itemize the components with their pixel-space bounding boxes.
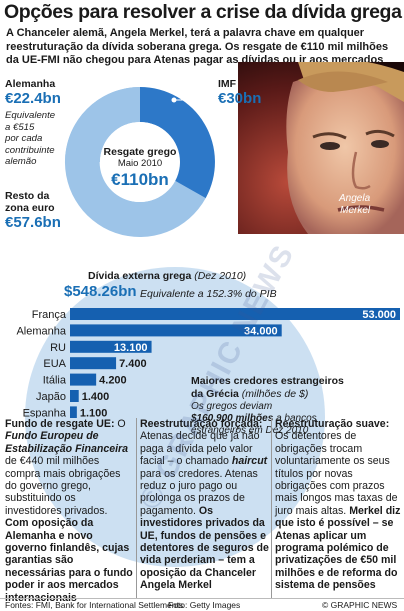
external-debt-equivalent: Equivalente a 152.3% do PIB <box>140 288 277 300</box>
bar-0 <box>70 308 400 320</box>
option-heading: Fundo de resgate UE: <box>5 418 115 430</box>
bar-category-label: EUA <box>43 358 66 370</box>
bar-value-label: 7.400 <box>119 358 147 370</box>
page-title: Opções para resolver a crise da dívida g… <box>4 1 402 23</box>
option-text: Com oposição da Alemanha e novo governo … <box>5 517 133 604</box>
option-text: de €440 mil milhões compra mais obrigaçõ… <box>5 455 121 517</box>
option-text: Atenas decide que já não paga a dívida p… <box>140 430 260 468</box>
bar-6 <box>70 406 77 418</box>
option-heading: Reestruturação suave: <box>275 418 390 430</box>
alemanha-note-line: Equivalente <box>5 110 56 121</box>
creditors-note: Os gregos deviam $160.900 milhões a banc… <box>191 401 317 437</box>
footer <box>0 598 404 611</box>
donut-label-alemanha: Alemanha €22.4bn <box>5 78 61 107</box>
option-text: O <box>114 418 126 430</box>
donut-center: Resgate grego Maio 2010 €110bn <box>100 146 180 190</box>
option-column-efsf: Fundo de resgate UE: O Fundo Europeu de … <box>5 418 133 604</box>
creditors-bar-chart: França 53.000 Alemanha 34.000 RU 13.100 EUA 7.4… <box>16 308 400 418</box>
option-text: Os detentores de obrigações trocam volun… <box>275 430 398 517</box>
column-divider <box>136 418 137 598</box>
alemanha-note: Equivalente a €515 por cada contribuinte… <box>5 110 55 168</box>
bar-4 <box>70 373 97 386</box>
resto-label-line: Resto da <box>5 190 50 202</box>
leader-imf-dot <box>171 97 177 103</box>
creditors-title-line2: da Grécia (milhões de $) <box>191 388 344 401</box>
merkel-photo <box>238 62 404 234</box>
imf-value: €30bn <box>218 90 262 107</box>
bar-value-label: 34.000 <box>244 325 278 337</box>
column-divider <box>271 418 272 598</box>
sources: Fontes: FMI, Bank for International Sett… <box>5 600 184 610</box>
bar-category-label: Itália <box>43 375 67 387</box>
creditors-box-title: Maiores credores estrangeiros da Grécia … <box>191 375 344 400</box>
alemanha-note-line: a €515 <box>5 121 35 133</box>
creditors-title-line: Maiores credores estrangeiros <box>191 375 344 387</box>
alemanha-label: Alemanha <box>5 78 56 90</box>
bar-value-label: 4.200 <box>99 375 127 387</box>
external-debt-title: Dívida externa grega (Dez 2010) <box>88 270 246 282</box>
bar-value-label: 13.100 <box>114 342 148 354</box>
bar-category-label: França <box>32 309 67 321</box>
imf-label: IMF <box>218 78 237 90</box>
creditors-note-line3: estrangeiros em Dez 2010 <box>191 425 309 436</box>
alemanha-note-line: por cada <box>5 133 43 145</box>
donut-hole <box>100 122 180 202</box>
resto-label-line: zona euro <box>5 202 55 214</box>
external-debt-label: Dívida externa grega <box>88 270 192 282</box>
option-text: Fundo Europeu de Estabilização Financeir… <box>5 430 129 455</box>
donut-center-total: €110bn <box>111 170 169 189</box>
bar-5 <box>70 390 79 402</box>
photo-caption-line: Merkel <box>340 204 371 216</box>
donut-segment-imf <box>140 87 215 199</box>
bar-category-label: Japão <box>36 391 66 403</box>
bar-3 <box>70 357 117 370</box>
option-column-soft-restructuring: Reestruturação suave: Os detentores de o… <box>275 418 403 592</box>
copyright: © GRAPHIC NEWS <box>322 600 398 610</box>
alemanha-note-line: alemão <box>5 156 37 168</box>
creditors-note-line1: Os gregos deviam <box>191 401 273 412</box>
photo-caption-line: Angela <box>339 193 371 204</box>
bar-2 <box>70 340 152 353</box>
option-column-forced-restructuring: Reestruturação forçada: Atenas decide qu… <box>140 418 269 592</box>
donut-label-imf: IMF €30bn <box>218 78 261 107</box>
alemanha-note-line: contribuinte <box>5 144 55 156</box>
donut-center-label: Resgate grego <box>103 146 177 158</box>
bar-value-label: 1.400 <box>82 391 110 403</box>
bar-category-label: Alemanha <box>16 325 66 337</box>
resto-value: €57.6bn <box>5 214 61 231</box>
option-heading: Reestruturação forçada: <box>140 418 263 430</box>
bar-value-label: 53.000 <box>362 309 396 321</box>
photo-caption: Angela Merkel <box>339 193 370 216</box>
bar-1 <box>70 324 282 337</box>
bar-category-label: Espanha <box>23 407 67 418</box>
creditors-note-line2: $160.900 milhões a bancos <box>191 413 317 425</box>
donut-center-date: Maio 2010 <box>117 158 163 169</box>
option-text: para os credores. Atenas reduz o juro pa… <box>140 467 258 517</box>
bailout-donut-chart <box>64 86 216 237</box>
bar-value-label: 1.100 <box>80 407 108 418</box>
external-debt-value: $548.26bn <box>64 283 137 300</box>
alemanha-value: €22.4bn <box>5 90 61 107</box>
donut-label-resto: Resto da zona euro €57.6bn <box>5 190 61 231</box>
subtitle: A Chanceler alemã, Angela Merkel, terá a… <box>6 27 389 67</box>
creditors-note-amount: $160.900 milhões <box>191 413 274 424</box>
option-text: haircut <box>231 455 268 468</box>
option-text: Os investidores privados da UE, fundos d… <box>140 504 269 592</box>
option-text: Merkel diz que isto é possível – se Aten… <box>275 504 401 592</box>
creditors-title-unit: (milhões de $) <box>241 387 309 400</box>
bar-category-label: RU <box>50 342 66 354</box>
creditors-note-tail: a bancos <box>276 413 317 424</box>
external-debt-date: (Dez 2010) <box>194 270 247 282</box>
photo-credit: Foto: Getty Images <box>168 600 241 610</box>
creditors-title-country: da Grécia <box>191 387 239 400</box>
donut-segment-alemanha <box>65 87 140 162</box>
